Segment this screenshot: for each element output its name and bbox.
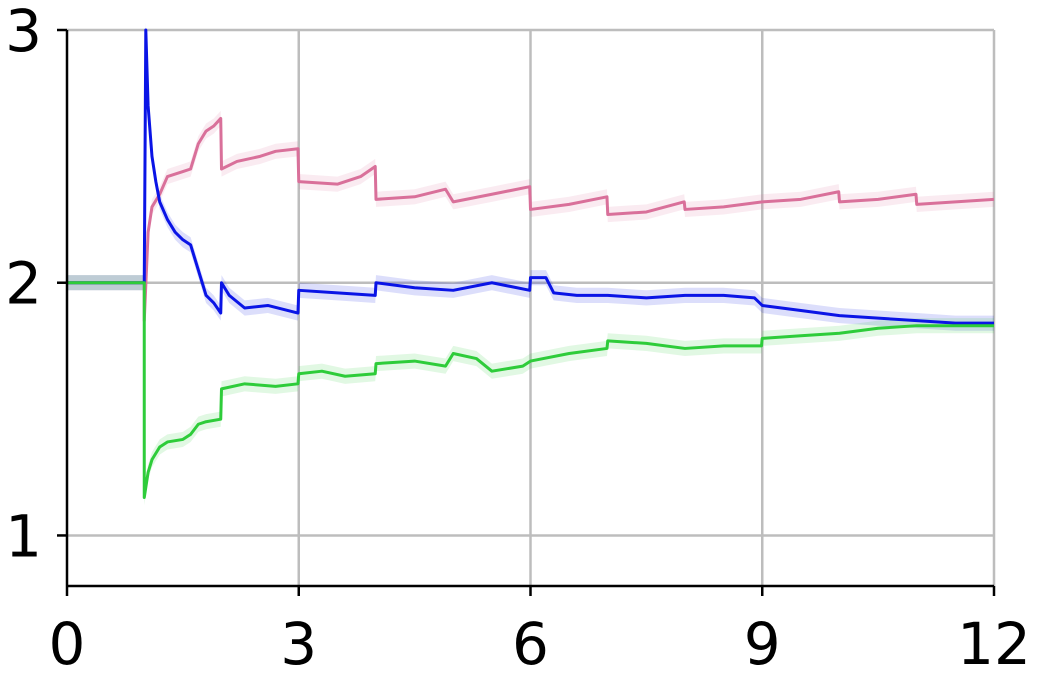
axes [57, 28, 996, 596]
series-line-0 [67, 116, 995, 323]
x-tick-label-3: 9 [744, 610, 781, 675]
series-line-1 [67, 28, 994, 325]
y-tick-label-0: 1 [5, 502, 42, 570]
x-tick-label-4: 12 [957, 610, 1031, 675]
x-tick-label-0: 0 [49, 610, 86, 675]
grid-lines [67, 28, 996, 586]
x-tick-label-2: 6 [512, 610, 549, 675]
y-tick-label-2: 3 [5, 0, 42, 65]
confidence-bands [67, 22, 994, 506]
x-tick-label-1: 3 [280, 610, 317, 675]
series-band-2 [67, 275, 994, 506]
series-lines [67, 28, 995, 500]
series-line-2 [67, 281, 994, 500]
y-tick-label-1: 2 [5, 250, 42, 318]
